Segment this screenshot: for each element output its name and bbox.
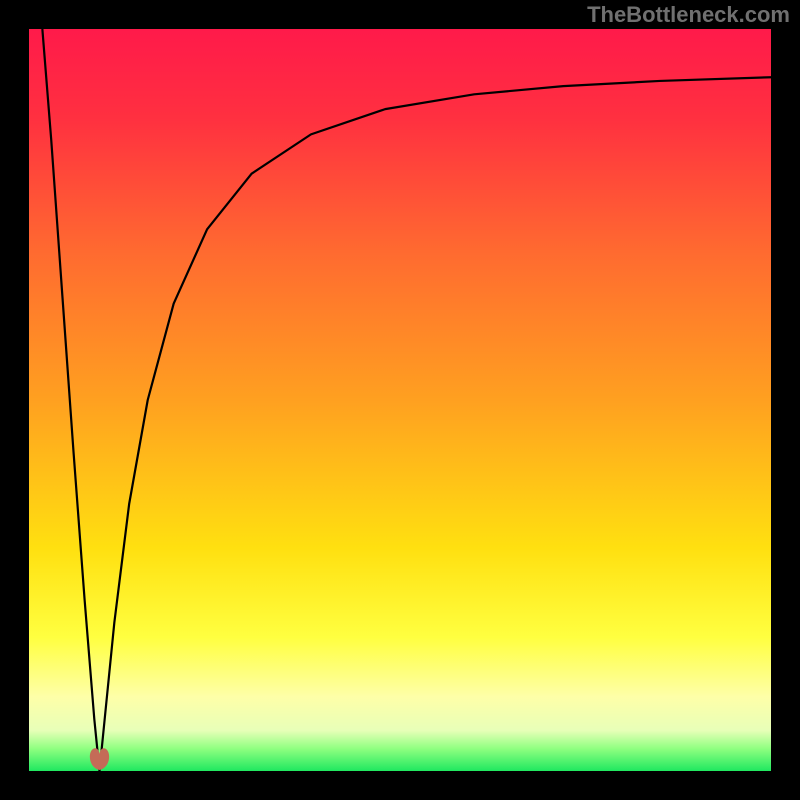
watermark-text: TheBottleneck.com (587, 2, 790, 28)
bottleneck-chart (0, 0, 800, 800)
chart-container: TheBottleneck.com (0, 0, 800, 800)
chart-background (29, 29, 771, 771)
